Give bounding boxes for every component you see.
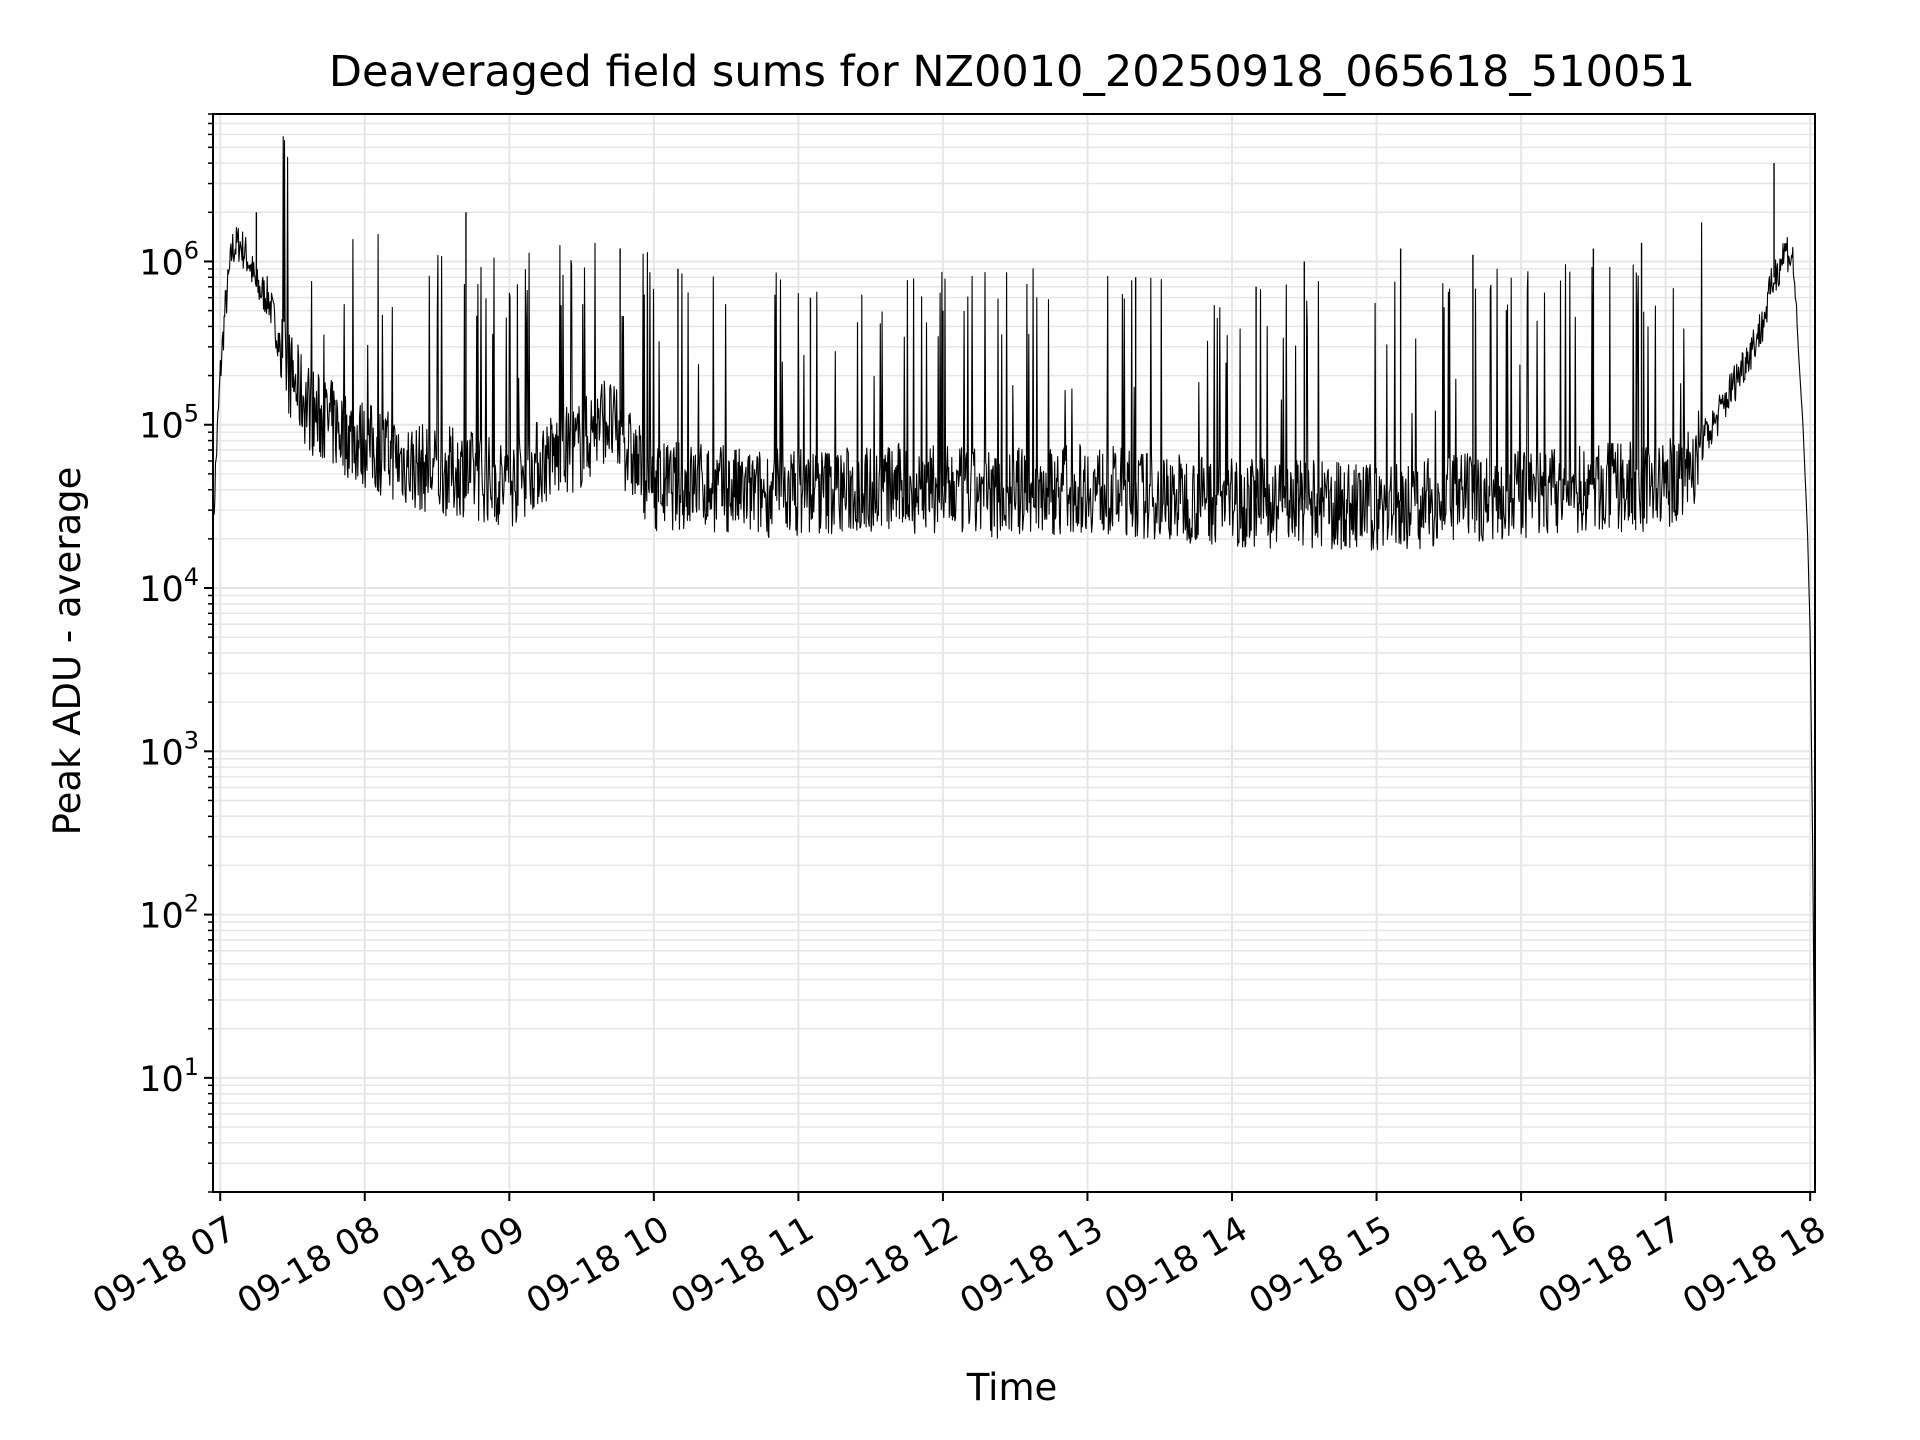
- x-axis-label: Time: [966, 1366, 1058, 1409]
- series-line: [212, 136, 1816, 1143]
- y-tick-label: 104: [139, 563, 199, 610]
- y-tick-label: 101: [139, 1053, 199, 1100]
- chart-title: Deaveraged field sums for NZ0010_2025091…: [329, 47, 1695, 97]
- y-axis-label: Peak ADU - average: [46, 467, 89, 836]
- y-tick-label: 103: [139, 726, 199, 773]
- y-tick-label: 106: [139, 236, 199, 283]
- y-axis: 101 102 103 104 105 106: [139, 113, 213, 1193]
- series-layer: [212, 136, 1816, 1143]
- y-tick-label: 102: [139, 890, 199, 937]
- y-tick-label: 105: [139, 400, 199, 447]
